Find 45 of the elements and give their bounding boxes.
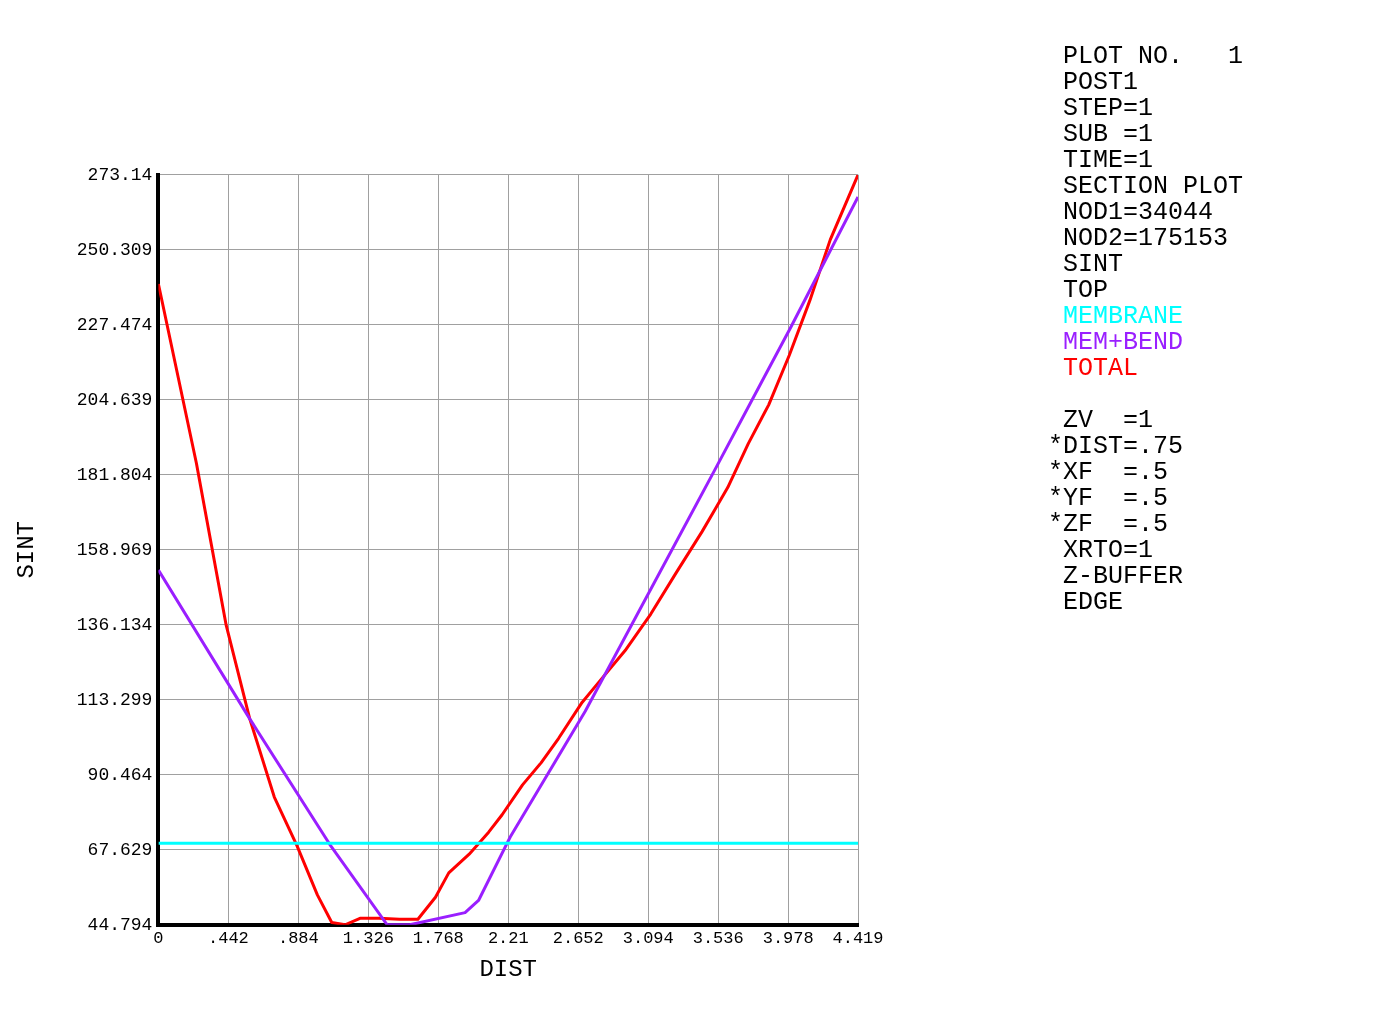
text: SINT: [1062, 250, 1124, 279]
text: Z-BUFFER: [1062, 562, 1185, 591]
x-tick-label: 0: [153, 928, 164, 948]
text: EDGE: [1062, 588, 1124, 617]
text: PLOT NO. 1: [1062, 42, 1244, 71]
x-tick-label: .442: [207, 928, 249, 948]
text: MEMBRANE: [1062, 302, 1185, 331]
text: *ZF =.5: [1048, 510, 1170, 539]
text: *YF =.5: [1048, 484, 1170, 513]
text: TOTAL: [1062, 354, 1139, 383]
text: STEP=1: [1062, 94, 1155, 123]
y-tick-label: 90.464: [87, 764, 153, 785]
y-tick-label: 250.309: [76, 239, 153, 260]
x-tick-label: 3.094: [622, 928, 674, 948]
x-axis-title: DIST: [479, 955, 538, 983]
x-tick-label: .884: [277, 928, 319, 948]
x-tick-label: 1.326: [342, 928, 394, 948]
y-tick-label: 67.629: [87, 839, 153, 860]
y-tick-label: 44.794: [87, 914, 153, 935]
x-tick-label: 4.419: [832, 928, 884, 948]
x-tick-label: 3.536: [692, 928, 744, 948]
x-tick-label: 3.978: [762, 928, 814, 948]
y-tick-label: 181.804: [76, 464, 153, 485]
y-axis-title: SINT: [12, 521, 40, 579]
text: NOD1=34044: [1062, 198, 1215, 227]
x-tick-label: 2.21: [487, 928, 529, 948]
text: POST1: [1062, 68, 1139, 97]
x-tick-label: 1.768: [412, 928, 464, 948]
text: *XF =.5: [1048, 458, 1170, 487]
y-tick-label: 227.474: [76, 314, 153, 335]
text: XRTO=1: [1062, 536, 1155, 565]
y-tick-label: 158.969: [76, 539, 153, 560]
y-tick-label: 204.639: [76, 389, 153, 410]
text: TOP: [1062, 276, 1109, 305]
text: TIME=1: [1062, 146, 1155, 175]
text: *DIST=.75: [1048, 432, 1185, 461]
y-tick-label: 113.299: [76, 689, 153, 710]
text: ZV =1: [1063, 406, 1154, 435]
text: SECTION PLOT: [1062, 172, 1244, 201]
x-tick-label: 2.652: [552, 928, 604, 948]
text: MEM+BEND: [1062, 328, 1185, 357]
y-tick-label: 136.134: [76, 614, 153, 635]
text: SUB =1: [1062, 120, 1155, 149]
text: NOD2=175153: [1062, 224, 1230, 253]
y-tick-label: 273.14: [87, 164, 153, 185]
